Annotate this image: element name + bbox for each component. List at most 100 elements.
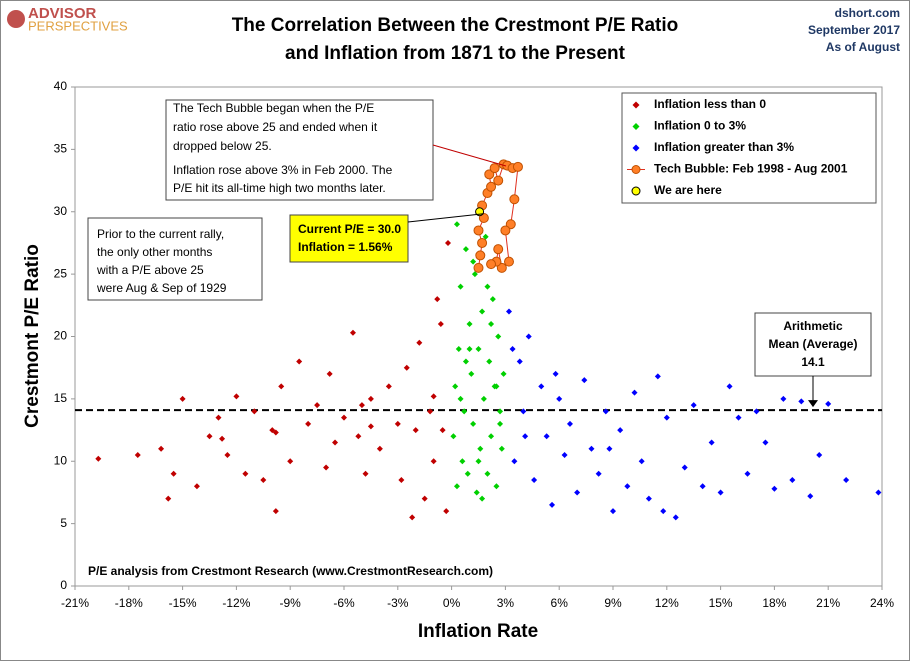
legend-marker xyxy=(632,144,640,152)
legend-marker xyxy=(631,165,641,174)
x-tick-label: -12% xyxy=(222,596,250,610)
point xyxy=(416,339,423,346)
point xyxy=(450,433,457,440)
x-tick-label: 21% xyxy=(816,596,840,610)
note-text: with a P/E above 25 xyxy=(96,263,204,277)
x-tick-label: 24% xyxy=(870,596,894,610)
point xyxy=(403,364,410,371)
note-text: ratio rose above 25 and ended when it xyxy=(173,120,378,134)
point xyxy=(493,483,500,490)
point xyxy=(509,345,516,352)
x-axis-title: Inflation Rate xyxy=(418,621,538,642)
point xyxy=(287,458,294,465)
point xyxy=(631,389,638,396)
point xyxy=(134,452,141,459)
logo xyxy=(7,10,25,28)
x-tick-label: 15% xyxy=(709,596,733,610)
point xyxy=(462,358,469,365)
brand: PERSPECTIVES xyxy=(28,18,128,33)
point xyxy=(588,445,595,452)
point xyxy=(493,244,504,255)
point xyxy=(224,452,231,459)
point xyxy=(341,414,347,421)
y-tick-label: 35 xyxy=(54,142,68,156)
point xyxy=(385,383,392,390)
point xyxy=(500,225,511,236)
header: dshort.com xyxy=(835,6,900,20)
mean-note xyxy=(754,312,872,377)
point xyxy=(459,458,466,465)
point xyxy=(489,163,500,174)
point xyxy=(332,439,339,446)
point xyxy=(278,383,285,390)
point xyxy=(475,250,486,261)
x-tick-label: -15% xyxy=(169,596,197,610)
point xyxy=(493,383,500,390)
note-text: The Tech Bubble began when the P/E xyxy=(173,101,374,115)
point xyxy=(394,420,401,427)
point xyxy=(497,408,504,415)
callout xyxy=(432,144,507,167)
x-tick-label: 6% xyxy=(551,596,569,610)
point xyxy=(520,408,527,415)
source: P/E analysis from Crestmont Research (ww… xyxy=(88,564,493,578)
point xyxy=(179,395,186,402)
mean-label: Mean (Average) xyxy=(769,337,858,351)
point xyxy=(744,470,751,477)
point xyxy=(486,358,493,365)
point xyxy=(362,470,369,477)
x-tick-label: -3% xyxy=(387,596,409,610)
x-tick-label: 18% xyxy=(762,596,786,610)
legend-label: Inflation greater than 3% xyxy=(654,140,794,154)
point xyxy=(439,427,446,434)
point xyxy=(457,395,464,402)
y-tick-label: 40 xyxy=(54,79,68,93)
point xyxy=(552,370,559,377)
point xyxy=(475,345,482,352)
point xyxy=(602,408,609,415)
point xyxy=(269,427,276,434)
x-tick-label: 0% xyxy=(443,596,461,610)
note-text: the only other months xyxy=(97,245,212,259)
point xyxy=(672,514,679,521)
x-tick-label: -6% xyxy=(333,596,355,610)
point xyxy=(462,246,469,253)
chart-title: The Correlation Between the Crestmont P/… xyxy=(232,15,679,36)
point xyxy=(376,445,383,452)
point xyxy=(206,433,213,440)
point xyxy=(798,398,805,405)
point xyxy=(412,427,419,434)
y-tick-label: 5 xyxy=(60,516,67,530)
x-tick-label: 12% xyxy=(655,596,679,610)
point xyxy=(500,370,507,377)
current-note xyxy=(289,214,409,263)
point xyxy=(512,161,523,172)
point xyxy=(875,489,882,496)
point xyxy=(305,420,312,427)
point xyxy=(681,464,688,471)
point xyxy=(556,395,563,402)
legend-marker xyxy=(632,101,640,109)
legend xyxy=(621,92,877,204)
point xyxy=(699,483,706,490)
point xyxy=(466,321,473,328)
point xyxy=(355,433,362,440)
point xyxy=(522,433,529,440)
point xyxy=(488,321,495,328)
point xyxy=(437,321,444,328)
point xyxy=(549,501,556,508)
note-text: dropped below 25. xyxy=(173,139,272,153)
point xyxy=(486,259,497,270)
point xyxy=(638,458,645,465)
x-tick-label: 9% xyxy=(604,596,622,610)
point xyxy=(251,408,258,415)
point xyxy=(525,333,532,340)
point xyxy=(843,476,850,483)
y-tick-label: 25 xyxy=(54,266,68,280)
x-tick-label: -9% xyxy=(280,596,302,610)
point xyxy=(509,194,520,205)
point xyxy=(663,414,670,421)
point xyxy=(475,458,482,465)
point xyxy=(272,429,279,436)
callout xyxy=(407,213,484,223)
